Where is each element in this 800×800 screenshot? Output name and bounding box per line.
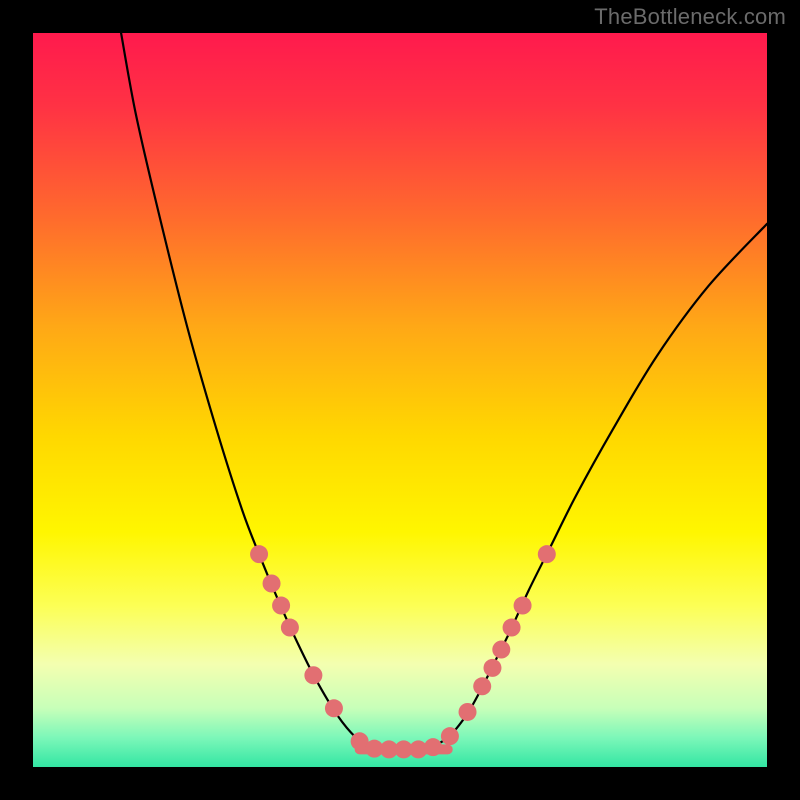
curve-marker: [250, 545, 268, 563]
plot-area: [33, 33, 767, 767]
curve-marker: [503, 619, 521, 637]
chart-stage: TheBottleneck.com: [0, 0, 800, 800]
curve-marker: [424, 738, 442, 756]
curve-marker: [325, 699, 343, 717]
chart-svg: [0, 0, 800, 800]
curve-marker: [492, 641, 510, 659]
curve-marker: [538, 545, 556, 563]
curve-marker: [459, 703, 477, 721]
curve-marker: [304, 666, 322, 684]
curve-marker: [473, 677, 491, 695]
watermark-label: TheBottleneck.com: [594, 4, 786, 30]
curve-marker: [483, 659, 501, 677]
curve-marker: [514, 597, 532, 615]
curve-marker: [272, 597, 290, 615]
curve-marker: [441, 727, 459, 745]
curve-marker: [263, 575, 281, 593]
curve-marker: [281, 619, 299, 637]
